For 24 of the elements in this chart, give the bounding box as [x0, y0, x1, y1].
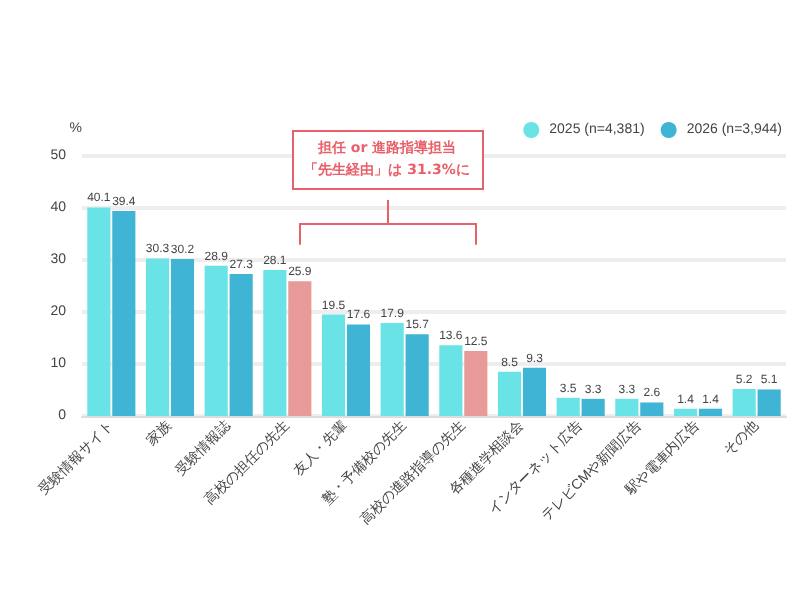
bar [229, 274, 253, 416]
bar [380, 322, 404, 416]
bar [698, 408, 723, 416]
bar [263, 269, 287, 416]
bar [87, 207, 111, 416]
bar [464, 351, 488, 416]
bar [556, 397, 580, 416]
bar [522, 367, 547, 416]
bar [145, 258, 170, 416]
bar [439, 345, 463, 416]
bar [640, 402, 664, 416]
bar [112, 211, 136, 416]
bar [757, 389, 781, 416]
bar [497, 371, 522, 416]
bar [346, 324, 371, 416]
bar [170, 258, 195, 416]
bar [288, 281, 312, 416]
bar [732, 388, 756, 416]
bar [204, 265, 228, 416]
bar [673, 408, 698, 416]
bar [405, 334, 429, 416]
bar [581, 398, 605, 416]
bar [615, 398, 639, 416]
bar [321, 314, 346, 416]
